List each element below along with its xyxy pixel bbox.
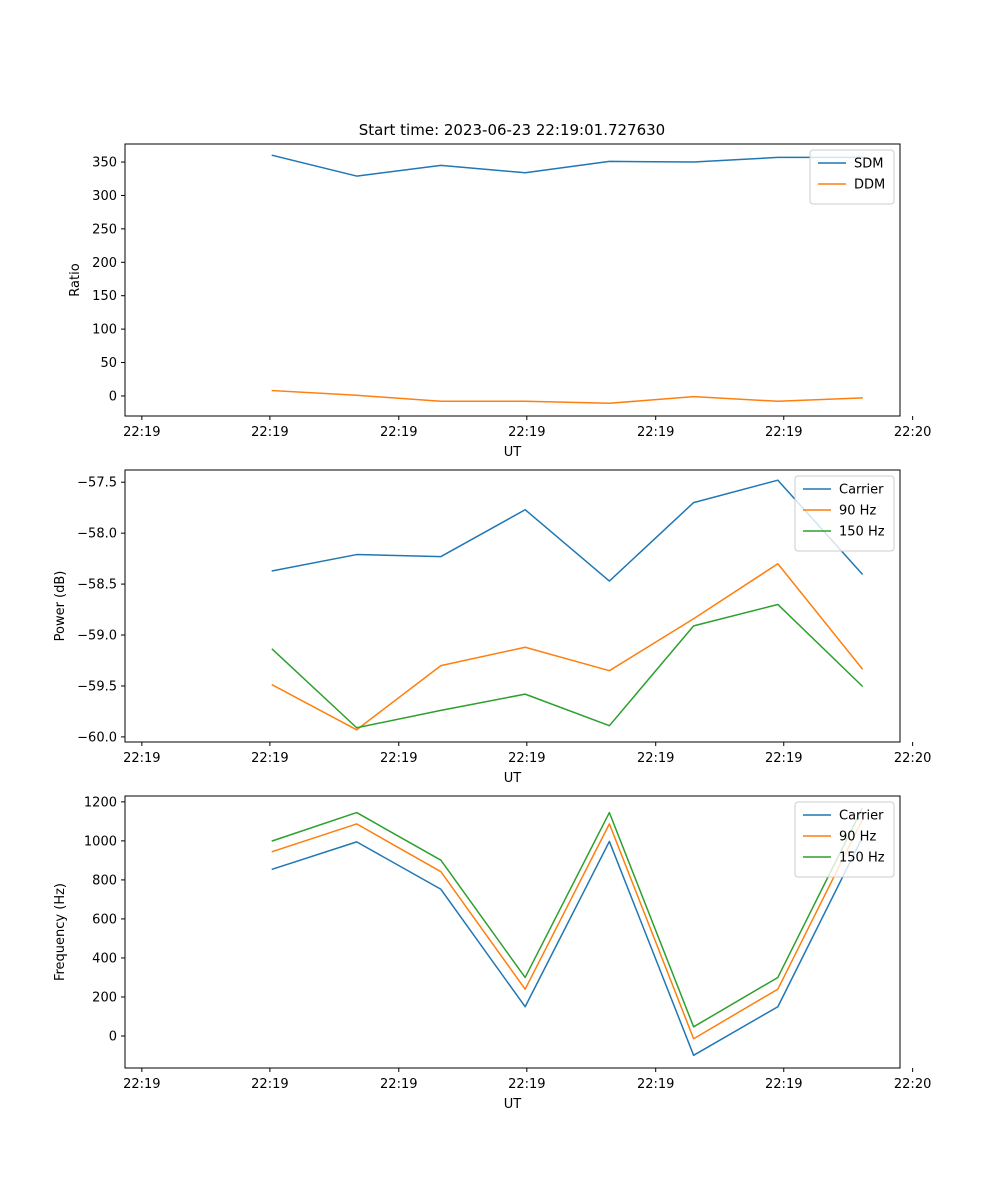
- axes-frame: [124, 795, 901, 1069]
- legend-box: [794, 801, 895, 878]
- x-tick-label: 22:19: [380, 1077, 417, 1092]
- x-tick-label: 22:19: [637, 425, 674, 440]
- y-tick-label: 350: [92, 156, 117, 171]
- axes-frame: [124, 469, 901, 743]
- y-tick-label: −57.5: [77, 476, 117, 491]
- x-tick-label: 22:19: [251, 751, 288, 766]
- x-tick-label: 22:19: [765, 425, 802, 440]
- y-tick-label: 800: [92, 873, 117, 888]
- series-group: [271, 807, 864, 1057]
- x-tick-label: 22:19: [637, 1077, 674, 1092]
- y-tick-label: 250: [92, 222, 117, 237]
- x-tick-label: 22:19: [765, 751, 802, 766]
- chart-panel-3: 22:19 22:19 22:19 22:19 22:19 22:19 22:20 0 200 4…: [53, 795, 931, 1112]
- legend-label: 150 Hz: [839, 851, 885, 866]
- chart-panel-2: 22:19 22:19 22:19 22:19 22:19 22:19 22:20 −60.0…: [53, 469, 931, 786]
- y-tick-label: 400: [92, 951, 117, 966]
- legend-label: DDM: [854, 178, 885, 193]
- series-line-150-hz: [271, 807, 864, 1028]
- y-tick-label: 150: [92, 289, 117, 304]
- y-tick-label: 100: [92, 323, 117, 338]
- x-tick-label: 22:20: [894, 751, 931, 766]
- x-tick-label: 22:19: [765, 1077, 802, 1092]
- x-axis-label: UT: [504, 771, 522, 786]
- legend-label: Carrier: [839, 809, 884, 824]
- x-tick-label: 22:19: [123, 1077, 160, 1092]
- legend-label: SDM: [854, 157, 883, 172]
- y-tick-label: −59.0: [77, 629, 117, 644]
- x-tick-label: 22:19: [508, 751, 545, 766]
- y-tick-label: −60.0: [77, 730, 117, 745]
- y-axis-label: Frequency (Hz): [53, 883, 68, 981]
- legend-box: [794, 475, 895, 552]
- x-tick-label: 22:19: [251, 425, 288, 440]
- x-tick-label: 22:19: [380, 751, 417, 766]
- legend-label: 90 Hz: [839, 504, 876, 519]
- y-tick-label: 50: [100, 356, 117, 371]
- figure-title: Start time: 2023-06-23 22:19:01.727630: [359, 121, 665, 139]
- y-tick-label: −58.0: [77, 527, 117, 542]
- x-axis-label: UT: [504, 445, 522, 460]
- x-tick-label: 22:19: [637, 751, 674, 766]
- legend-label: 90 Hz: [839, 830, 876, 845]
- legend: Carrier 90 Hz 150 Hz: [794, 475, 895, 552]
- x-tick-label: 22:19: [508, 425, 545, 440]
- x-tick-label: 22:19: [251, 1077, 288, 1092]
- chart-panels: 22:19 22:19 22:19 22:19 22:19 22:19 22:20 0 50 10…: [53, 143, 931, 1112]
- y-tick-label: 200: [92, 990, 117, 1005]
- y-tick-label: 0: [109, 1030, 117, 1045]
- axes-frame: [124, 143, 901, 417]
- y-tick-label: 200: [92, 256, 117, 271]
- series-line-90-hz: [271, 562, 864, 731]
- series-line-ddm: [271, 389, 863, 405]
- y-tick-label: −58.5: [77, 578, 117, 593]
- series-line-carrier: [271, 836, 864, 1057]
- legend-label: Carrier: [839, 483, 884, 498]
- y-tick-label: 1200: [84, 795, 117, 810]
- x-tick-label: 22:19: [123, 425, 160, 440]
- y-tick-label: 300: [92, 189, 117, 204]
- y-tick-label: 600: [92, 912, 117, 927]
- x-tick-label: 22:19: [380, 425, 417, 440]
- x-tick-label: 22:20: [894, 425, 931, 440]
- series-line-carrier: [271, 479, 864, 582]
- y-tick-label: −59.5: [77, 679, 117, 694]
- y-tick-label: 1000: [84, 834, 117, 849]
- series-line-sdm: [271, 154, 863, 177]
- chart-panel-1: 22:19 22:19 22:19 22:19 22:19 22:19 22:20 0 50 10…: [68, 143, 931, 460]
- series-group: [271, 479, 864, 731]
- series-line-90-hz: [271, 819, 864, 1040]
- y-axis-label: Ratio: [68, 263, 83, 296]
- legend: Carrier 90 Hz 150 Hz: [794, 801, 895, 878]
- x-tick-label: 22:19: [508, 1077, 545, 1092]
- x-axis-label: UT: [504, 1097, 522, 1112]
- y-axis-label: Power (dB): [53, 571, 68, 642]
- series-line-150-hz: [271, 603, 864, 729]
- y-tick-label: 0: [109, 389, 117, 404]
- legend-label: 150 Hz: [839, 525, 885, 540]
- series-group: [271, 154, 863, 405]
- x-tick-label: 22:19: [123, 751, 160, 766]
- x-tick-label: 22:20: [894, 1077, 931, 1092]
- legend: SDM DDM: [809, 149, 895, 205]
